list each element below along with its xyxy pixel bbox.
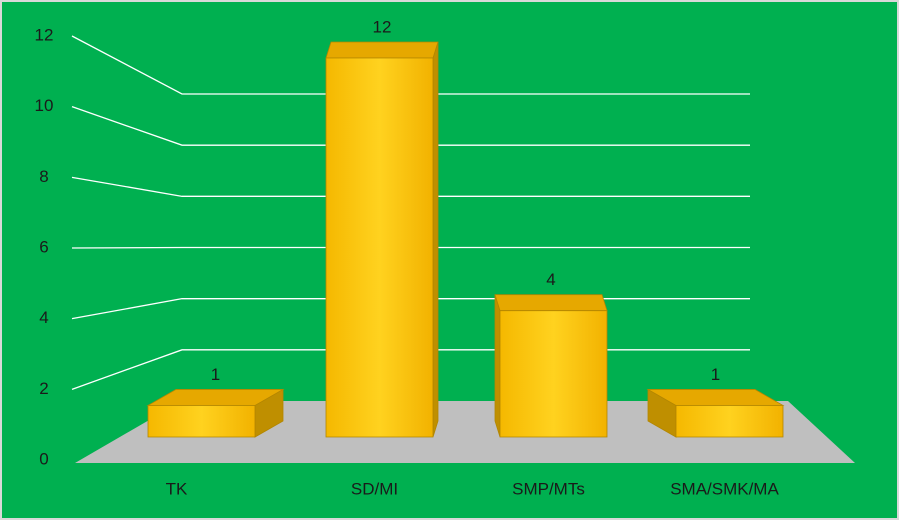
bar: [146, 388, 285, 438]
y-tick-label: 2: [39, 379, 48, 398]
y-tick-label: 10: [35, 96, 54, 115]
bar-top: [325, 41, 439, 59]
data-label: 4: [546, 270, 555, 289]
x-tick-label: SMP/MTs: [512, 479, 585, 498]
grid-line: [71, 35, 750, 95]
x-tick-label: SD/MI: [351, 479, 398, 498]
y-tick-label: 6: [39, 237, 48, 256]
grid-line: [71, 246, 750, 249]
bar-front: [325, 57, 434, 438]
bar-side: [494, 294, 501, 438]
data-label: 12: [373, 17, 392, 36]
y-tick-label: 12: [35, 25, 54, 44]
grid-line: [71, 176, 750, 197]
grid-line: [71, 106, 750, 146]
y-tick-label: 8: [39, 167, 48, 186]
data-label: 1: [711, 365, 720, 384]
bar-side: [432, 41, 439, 438]
bar: [646, 388, 785, 438]
bar-top: [494, 294, 608, 312]
bar-front: [499, 310, 608, 438]
bar: [494, 294, 608, 438]
data-label: 1: [211, 365, 220, 384]
bar-front: [675, 405, 784, 438]
y-tick-label: 0: [39, 449, 48, 468]
bar: [325, 41, 439, 438]
x-tick-label: SMA/SMK/MA: [670, 479, 779, 498]
bar-front: [147, 405, 256, 438]
y-tick-label: 4: [39, 308, 48, 327]
x-tick-label: TK: [166, 479, 188, 498]
